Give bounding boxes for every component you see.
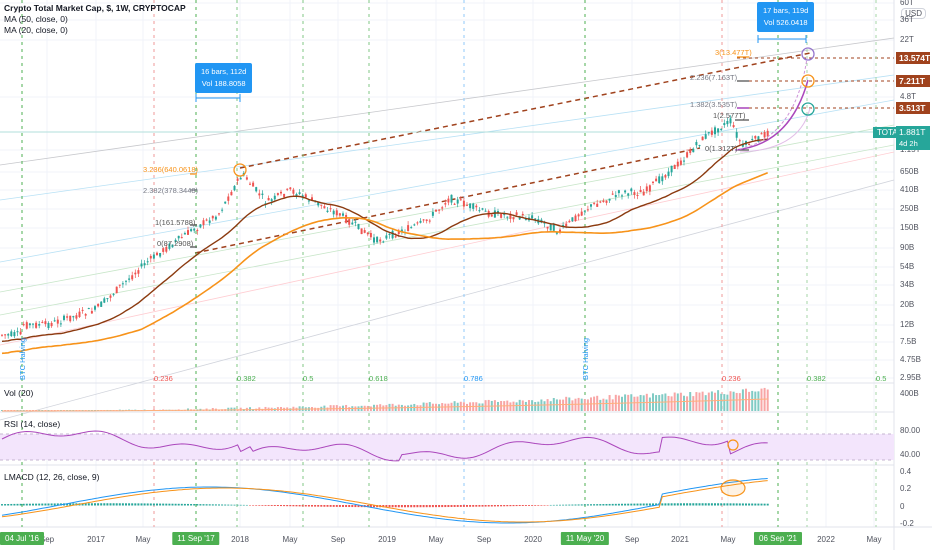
currency-badge[interactable]: USD — [901, 8, 926, 19]
target-price-tag: 3.513T — [896, 102, 930, 114]
fib-level-label: 1(161.5788) — [155, 218, 196, 227]
measure-volume: Vol 188.8058 — [201, 79, 246, 88]
time-marker[interactable]: 04 Jul '16 — [0, 532, 44, 545]
time-tick: May — [135, 535, 151, 544]
time-tick: May — [866, 535, 882, 544]
time-fib-label: 0.618 — [369, 374, 388, 383]
time-tick: 2020 — [524, 535, 542, 544]
time-marker[interactable]: 06 Sep '21 — [753, 532, 803, 545]
current-symbol-tag: TOTAL — [873, 127, 907, 138]
measure-box-2017[interactable]: 16 bars, 112d Vol 188.8058 — [195, 63, 253, 93]
volume-pane-label[interactable]: Vol (20) — [4, 388, 34, 398]
time-marker[interactable]: 11 May '20 — [560, 532, 610, 545]
lmacd-axis-0.2: 0.2 — [900, 484, 912, 493]
time-tick: May — [720, 535, 736, 544]
current-price-value: 1.881T — [899, 127, 926, 137]
time-fib-label: 0.786 — [464, 374, 483, 383]
rsi-pane-label[interactable]: RSI (14, close) — [4, 419, 61, 429]
target-price-tag: 7.211T — [896, 75, 930, 87]
time-fib-label: 0.382 — [237, 374, 256, 383]
price-tick: 36T — [900, 15, 914, 24]
lmacd-pane-label[interactable]: LMACD (12, 26, close, 9) — [4, 472, 100, 482]
price-tick: 20B — [900, 300, 915, 309]
time-tick: Sep — [476, 535, 492, 544]
fib-level-label: 2.236(7.163T) — [690, 73, 738, 82]
fib-level-label: 2.382(378.3448) — [143, 186, 199, 195]
fib-level-label: 3(13.477T) — [715, 48, 752, 57]
price-tick: 22T — [900, 35, 914, 44]
time-tick: 2017 — [87, 535, 105, 544]
time-tick: 2018 — [231, 535, 249, 544]
halving-label: BTC Halving — [18, 337, 27, 380]
price-tick: 54B — [900, 262, 915, 271]
time-tick: Sep — [39, 535, 55, 544]
price-tick: 34B — [900, 280, 915, 289]
fib-level-label: 1.382(3.535T) — [690, 100, 738, 109]
time-tick: 2021 — [671, 535, 689, 544]
rsi-axis-80: 80.00 — [900, 426, 921, 435]
measure-bars: 16 bars, 112d — [201, 67, 247, 76]
fib-level-label: 1(2.577T) — [713, 111, 746, 120]
lmacd-axis-neg0.2: -0.2 — [900, 519, 914, 528]
time-tick: 2022 — [817, 535, 835, 544]
time-fib-label: 0.236 — [154, 374, 173, 383]
time-fib-label: 0.382 — [807, 374, 826, 383]
measure-bars: 17 bars, 119d — [763, 6, 809, 15]
price-tick: 4.75B — [900, 355, 921, 364]
lmacd-axis-0: 0 — [900, 502, 905, 511]
target-price-tag: 13.574T — [896, 52, 930, 64]
measure-box-2021[interactable]: 17 bars, 119d Vol 526.0418 — [757, 2, 815, 32]
price-tick: 12B — [900, 320, 915, 329]
fib-level-label: 0(1.312T) — [705, 144, 738, 153]
fib-level-label: 3.236(640.0618) — [143, 165, 199, 174]
time-fib-label: 0.5 — [876, 374, 887, 383]
time-tick: Sep — [624, 535, 640, 544]
ma20-legend[interactable]: MA (20, close, 0) — [4, 25, 68, 35]
price-tick: 4.8T — [900, 92, 917, 101]
time-tick: 2019 — [378, 535, 396, 544]
price-tick: 650B — [900, 167, 919, 176]
price-tick: 60T — [900, 0, 914, 7]
ma50-legend[interactable]: MA (50, close, 0) — [4, 14, 68, 24]
time-tick: Sep — [330, 535, 346, 544]
time-tick: May — [282, 535, 298, 544]
volume-axis-label: 400B — [900, 389, 919, 398]
parallel-channel — [0, 37, 895, 421]
measure-volume: Vol 526.0418 — [763, 18, 808, 27]
time-fib-label: 0.236 — [722, 374, 741, 383]
time-fib-label: 0.5 — [303, 374, 314, 383]
chart-legend: Crypto Total Market Cap, $, 1W, CRYPTOCA… — [4, 3, 186, 36]
rsi-axis-40: 40.00 — [900, 450, 921, 459]
price-tick: 250B — [900, 204, 919, 213]
price-tick: 410B — [900, 185, 919, 194]
peak-circle-2018 — [233, 163, 247, 177]
fib-level-label: 0(87.2908) — [157, 239, 194, 248]
price-tick: 150B — [900, 223, 919, 232]
bar-countdown: 4d 2h — [899, 139, 918, 148]
lmacd-axis-0.4: 0.4 — [900, 467, 912, 476]
halving-label: BTC Halving — [581, 337, 590, 380]
price-tick: 90B — [900, 243, 915, 252]
symbol-title[interactable]: Crypto Total Market Cap, $, 1W, CRYPTOCA… — [4, 3, 186, 13]
time-tick: May — [428, 535, 444, 544]
price-tick: 7.5B — [900, 337, 917, 346]
time-marker[interactable]: 11 Sep '17 — [172, 532, 220, 545]
current-price-tag: 1.881T 4d 2h — [896, 126, 930, 150]
price-tick: 2.95B — [900, 373, 921, 382]
